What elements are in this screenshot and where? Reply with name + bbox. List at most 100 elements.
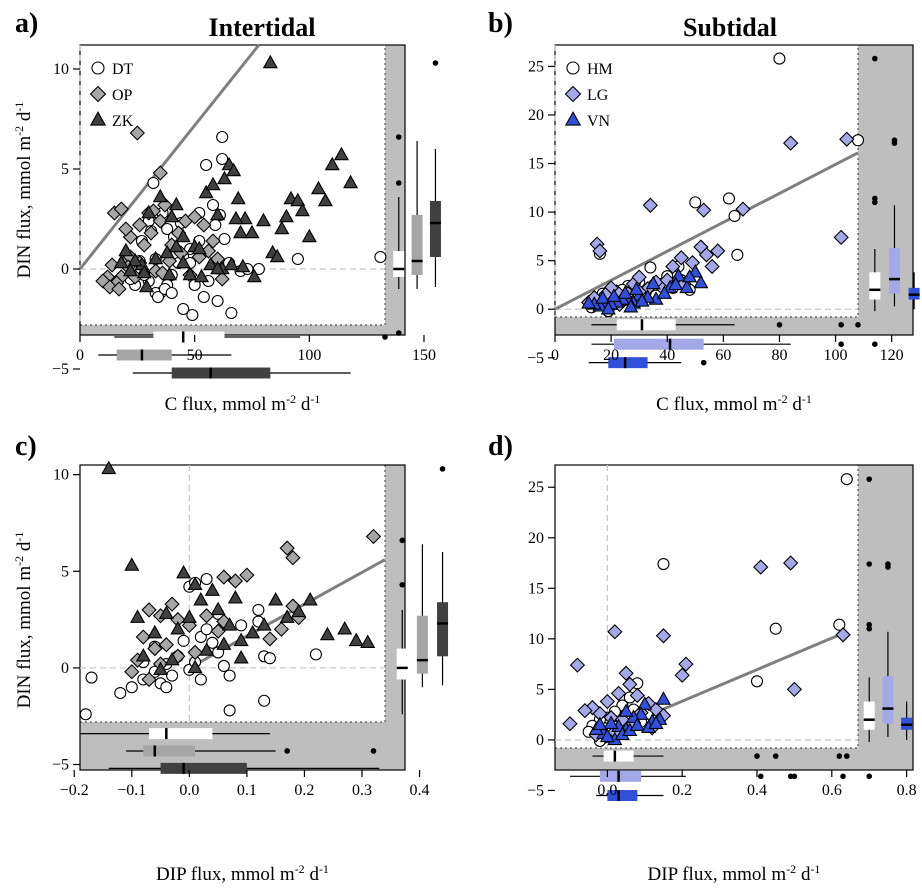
data-point-op [187, 209, 203, 225]
data-point-dt [161, 222, 174, 236]
boxplot-y-op [411, 141, 423, 289]
data-point-dt [200, 572, 213, 586]
axis-label-text: C flux, mmol m [656, 394, 778, 415]
data-point-vn [637, 696, 653, 710]
data-point-lg [631, 269, 647, 285]
x-tick-label: 100 [824, 347, 848, 364]
boxplot-outlier [700, 359, 707, 366]
data-point-hm [851, 134, 865, 147]
boxplot-y-lg [888, 137, 900, 307]
data-point-zk [164, 208, 180, 223]
data-point-op [196, 217, 212, 233]
boxplot-outlier [843, 753, 850, 759]
x-tick-label: 0 [76, 347, 84, 364]
data-point-zk [176, 564, 192, 579]
axis-label-superscript: -2 [786, 862, 796, 876]
x-tick-label: 0.2 [672, 782, 692, 799]
data-point-vn [645, 275, 661, 290]
axis-label-text: DIP flux, mmol m [156, 864, 295, 885]
data-point-hm [769, 622, 782, 635]
x-tick-label: 0 [551, 347, 559, 364]
boxplot-x-hm [591, 319, 861, 331]
data-point-vn [634, 293, 650, 307]
y-tick-label: 0 [536, 301, 544, 318]
data-point-dt [165, 286, 178, 300]
data-point-zk [246, 268, 262, 283]
data-point-zk [181, 609, 197, 623]
y-tick-label: 0 [536, 732, 544, 749]
boxplot-y-zk [437, 466, 449, 686]
data-point-lg [610, 685, 627, 702]
data-point-lg [562, 716, 578, 732]
data-point-dt [218, 232, 231, 246]
data-point-hm [722, 192, 735, 205]
boxplot-box [603, 750, 634, 762]
data-point-zk [223, 256, 239, 271]
plot-box [554, 464, 914, 771]
data-point-lg [674, 667, 690, 683]
data-point-zk [158, 605, 174, 620]
data-point-op [113, 201, 129, 217]
boxplot-outlier [872, 341, 878, 348]
data-point-zk [153, 661, 169, 676]
data-point-lg [710, 243, 726, 259]
data-point-dt [114, 686, 127, 700]
data-point-op [273, 621, 290, 637]
axis-label-text: DIP flux, mmol m [648, 864, 787, 885]
boxplot-outlier [284, 748, 290, 754]
boxplot-box [882, 676, 894, 724]
scatter-points [95, 54, 387, 322]
panel-c: −0.2 −0.1 0.0 0.1 0.2 0.3 0.4 −5 0 5 10 c) DIP flux,… [12, 431, 449, 885]
data-point-zk [290, 192, 306, 207]
boxplot-x-vn [588, 357, 707, 369]
axis-label-superscript: -1 [12, 102, 26, 112]
data-point-dt [186, 308, 199, 322]
data-point-zk [182, 266, 198, 281]
data-point-vn [668, 276, 684, 291]
data-point-dt [197, 290, 210, 304]
boxplot-box [437, 602, 449, 657]
data-point-lg [698, 247, 715, 263]
x-tick-label: 0.8 [897, 782, 917, 799]
boxplot-outlier [399, 582, 406, 588]
data-point-zk [278, 208, 294, 223]
data-point-zk [136, 264, 152, 279]
data-point-lg [592, 243, 608, 259]
data-point-zk [191, 240, 207, 255]
boxplot-y-zk [429, 60, 441, 287]
boxplot-outlier [395, 134, 402, 140]
data-point-zk [226, 162, 242, 177]
data-point-dt [151, 290, 165, 304]
boxplot-outlier [866, 621, 873, 628]
data-point-lg [618, 665, 634, 681]
axis-label-superscript: -2 [286, 392, 296, 406]
boxplot-outlier [866, 773, 873, 780]
data-point-op [118, 221, 134, 237]
data-point-dt [85, 671, 98, 684]
data-point-zk [124, 557, 140, 571]
axis-label-text: d [14, 541, 35, 556]
boxplot-outlier [840, 773, 846, 780]
boxplot-y-vn [908, 272, 920, 310]
legend-marker-lg [564, 85, 582, 103]
data-point-vn [623, 299, 639, 313]
x-tick-label: 40 [659, 347, 675, 364]
data-point-zk [161, 266, 177, 281]
data-point-zk [222, 617, 238, 631]
data-point-vn [633, 706, 649, 720]
axis-label-superscript: -2 [778, 392, 788, 406]
boxplot-x-op [98, 349, 232, 361]
x-tick-label: 0.1 [237, 782, 257, 799]
axis-label-superscript: -2 [12, 126, 26, 136]
data-point-lg [833, 229, 849, 245]
data-point-zk [135, 648, 151, 662]
y-tick-label: 5 [61, 161, 69, 178]
data-point-op [210, 623, 226, 639]
y-tick-label: 5 [536, 681, 544, 698]
data-point-zk [198, 184, 214, 199]
boxplot-x-zk [132, 367, 351, 379]
data-point-dt [206, 198, 220, 212]
panel-letter: c) [15, 431, 37, 462]
boxplot-box [171, 367, 271, 379]
